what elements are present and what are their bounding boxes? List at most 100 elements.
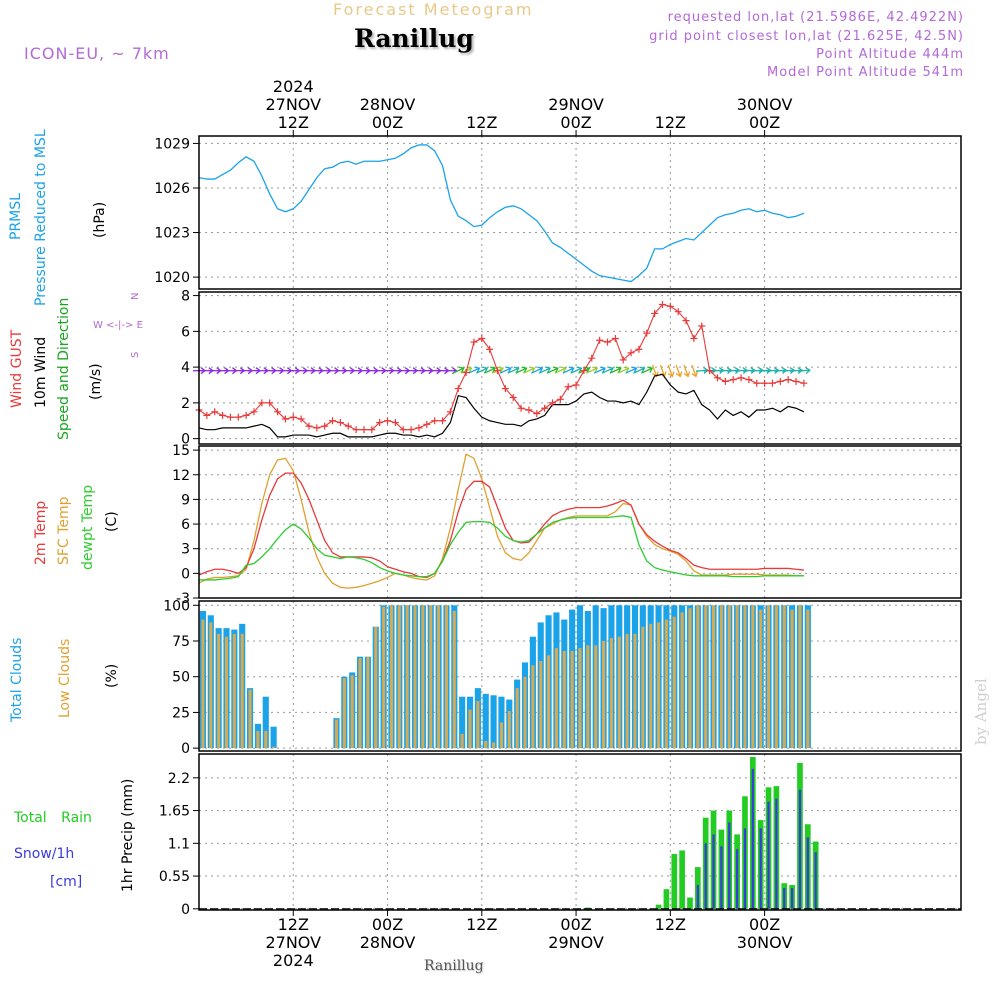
wind-gust-marker xyxy=(234,413,242,421)
total-cloud-bar xyxy=(490,695,497,749)
wind-gust-marker xyxy=(478,334,486,342)
wind-direction-arrow xyxy=(601,366,614,374)
wind-gust-marker xyxy=(603,338,611,346)
wind-direction-arrow xyxy=(735,366,749,374)
wind-direction-arrow xyxy=(523,366,536,374)
requested-location: requested lon,lat (21.5986E, 42.4922N) xyxy=(667,10,964,25)
wind-gust-marker xyxy=(698,322,706,330)
low-cloud-bar xyxy=(719,605,723,749)
low-cloud-bar xyxy=(492,742,496,749)
wind-gust-marker xyxy=(761,379,769,387)
snow-bar xyxy=(720,846,723,909)
time-label-bottom: 29NOV xyxy=(548,933,604,952)
pressure-line xyxy=(198,144,805,283)
wind-gust-marker xyxy=(713,374,721,382)
low-cloud-bar xyxy=(460,733,464,749)
low-cloud-bar xyxy=(696,605,700,749)
wind-gust-marker xyxy=(415,424,423,432)
y-tick-label: 1.65 xyxy=(159,804,190,820)
wind-gust-marker xyxy=(344,422,352,430)
low-cloud-bar xyxy=(649,623,653,749)
wind-gust-marker xyxy=(352,426,360,434)
low-cloud-bar xyxy=(366,656,370,749)
panel-frame xyxy=(198,445,962,599)
time-label-top: 00Z xyxy=(749,113,780,132)
wind-gust-marker xyxy=(745,376,753,384)
low-cloud-bar xyxy=(562,651,566,749)
wind-gust-marker xyxy=(768,379,776,387)
location-title: Ranillug xyxy=(354,24,474,53)
wind-direction-arrow xyxy=(468,366,481,374)
time-label-top: 12Z xyxy=(655,113,686,132)
wind-gust-marker xyxy=(336,419,344,427)
low-cloud-bar xyxy=(586,645,590,749)
wind-gust-marker xyxy=(690,334,698,342)
wind-gust-marker xyxy=(439,417,447,425)
low-cloud-bar xyxy=(256,731,260,749)
snow-bar xyxy=(759,828,762,909)
low-cloud-bar xyxy=(334,719,339,749)
low-cloud-bar xyxy=(609,638,613,749)
wind-gust-marker xyxy=(219,411,227,419)
wind-direction-arrow xyxy=(570,366,583,374)
wind-gust-marker xyxy=(549,399,557,407)
time-label-top: 27NOV xyxy=(265,95,321,114)
wind-direction-arrow xyxy=(593,366,607,374)
snow-bar xyxy=(728,822,731,909)
wind-gust-marker xyxy=(706,367,714,375)
wind-direction-arrow xyxy=(719,366,733,374)
low-cloud-bar xyxy=(806,609,810,749)
total-cloud-bar xyxy=(459,696,466,749)
low-cloud-bar xyxy=(657,622,661,749)
y-tick-label: 9 xyxy=(181,492,190,508)
wind-gust-marker xyxy=(423,420,431,428)
wind-gust-marker xyxy=(321,422,329,430)
low-cloud-bar xyxy=(358,658,362,749)
wind-gust-marker xyxy=(721,377,729,385)
low-cloud-bar xyxy=(727,605,731,749)
time-label-bottom: 2024 xyxy=(273,951,314,970)
wind-gust-marker xyxy=(470,338,478,346)
wind-gust-marker xyxy=(635,345,643,353)
wind-gust-marker xyxy=(305,422,313,430)
y-tick-label: 0 xyxy=(181,432,190,448)
y-tick-label: 0 xyxy=(181,566,190,582)
low-cloud-bar xyxy=(350,675,354,749)
low-cloud-bar xyxy=(578,648,582,749)
wind-gust-marker xyxy=(486,345,494,353)
snow-bar xyxy=(806,837,809,909)
low-cloud-bar xyxy=(625,633,629,749)
wind-direction-arrow xyxy=(750,366,764,374)
wind-gust-marker xyxy=(446,408,454,416)
time-label-bottom: 12Z xyxy=(278,915,309,934)
low-cloud-bar xyxy=(641,626,645,749)
low-cloud-bar xyxy=(782,605,786,749)
snow-bar xyxy=(735,849,739,909)
low-cloud-bar xyxy=(554,648,558,749)
wind-10m-line xyxy=(198,373,805,438)
time-label-bottom: 00Z xyxy=(749,915,780,934)
wind-gust-marker xyxy=(619,356,627,364)
y-tick-label: 6 xyxy=(181,517,190,533)
time-label-bottom: 30NOV xyxy=(737,933,793,952)
time-label-bottom: 00Z xyxy=(560,915,591,934)
total-cloud-bar xyxy=(262,696,269,749)
wind-gust-marker xyxy=(384,417,392,425)
low-cloud-bar xyxy=(664,619,668,749)
y-tick-label: 1029 xyxy=(154,136,190,152)
low-cloud-bar xyxy=(484,741,488,749)
time-label-bottom: 00Z xyxy=(372,915,403,934)
low-cloud-bar xyxy=(523,676,527,749)
wind-gust-marker xyxy=(737,374,745,382)
wind-direction-arrow xyxy=(562,366,575,374)
time-label-bottom: 27NOV xyxy=(265,933,321,952)
y-tick-label: 1023 xyxy=(154,226,190,242)
wind-direction-arrow xyxy=(651,364,659,378)
low-cloud-bar xyxy=(224,636,229,749)
y-tick-label: 0 xyxy=(181,741,190,757)
grid-point-location: grid point closest lon,lat (21.625E, 42.… xyxy=(649,29,964,44)
wind-direction-arrow xyxy=(586,366,599,374)
low-cloud-bar xyxy=(531,665,535,749)
y-tick-label: 2.2 xyxy=(168,771,190,787)
snow-unit-label: [cm] xyxy=(50,874,83,890)
